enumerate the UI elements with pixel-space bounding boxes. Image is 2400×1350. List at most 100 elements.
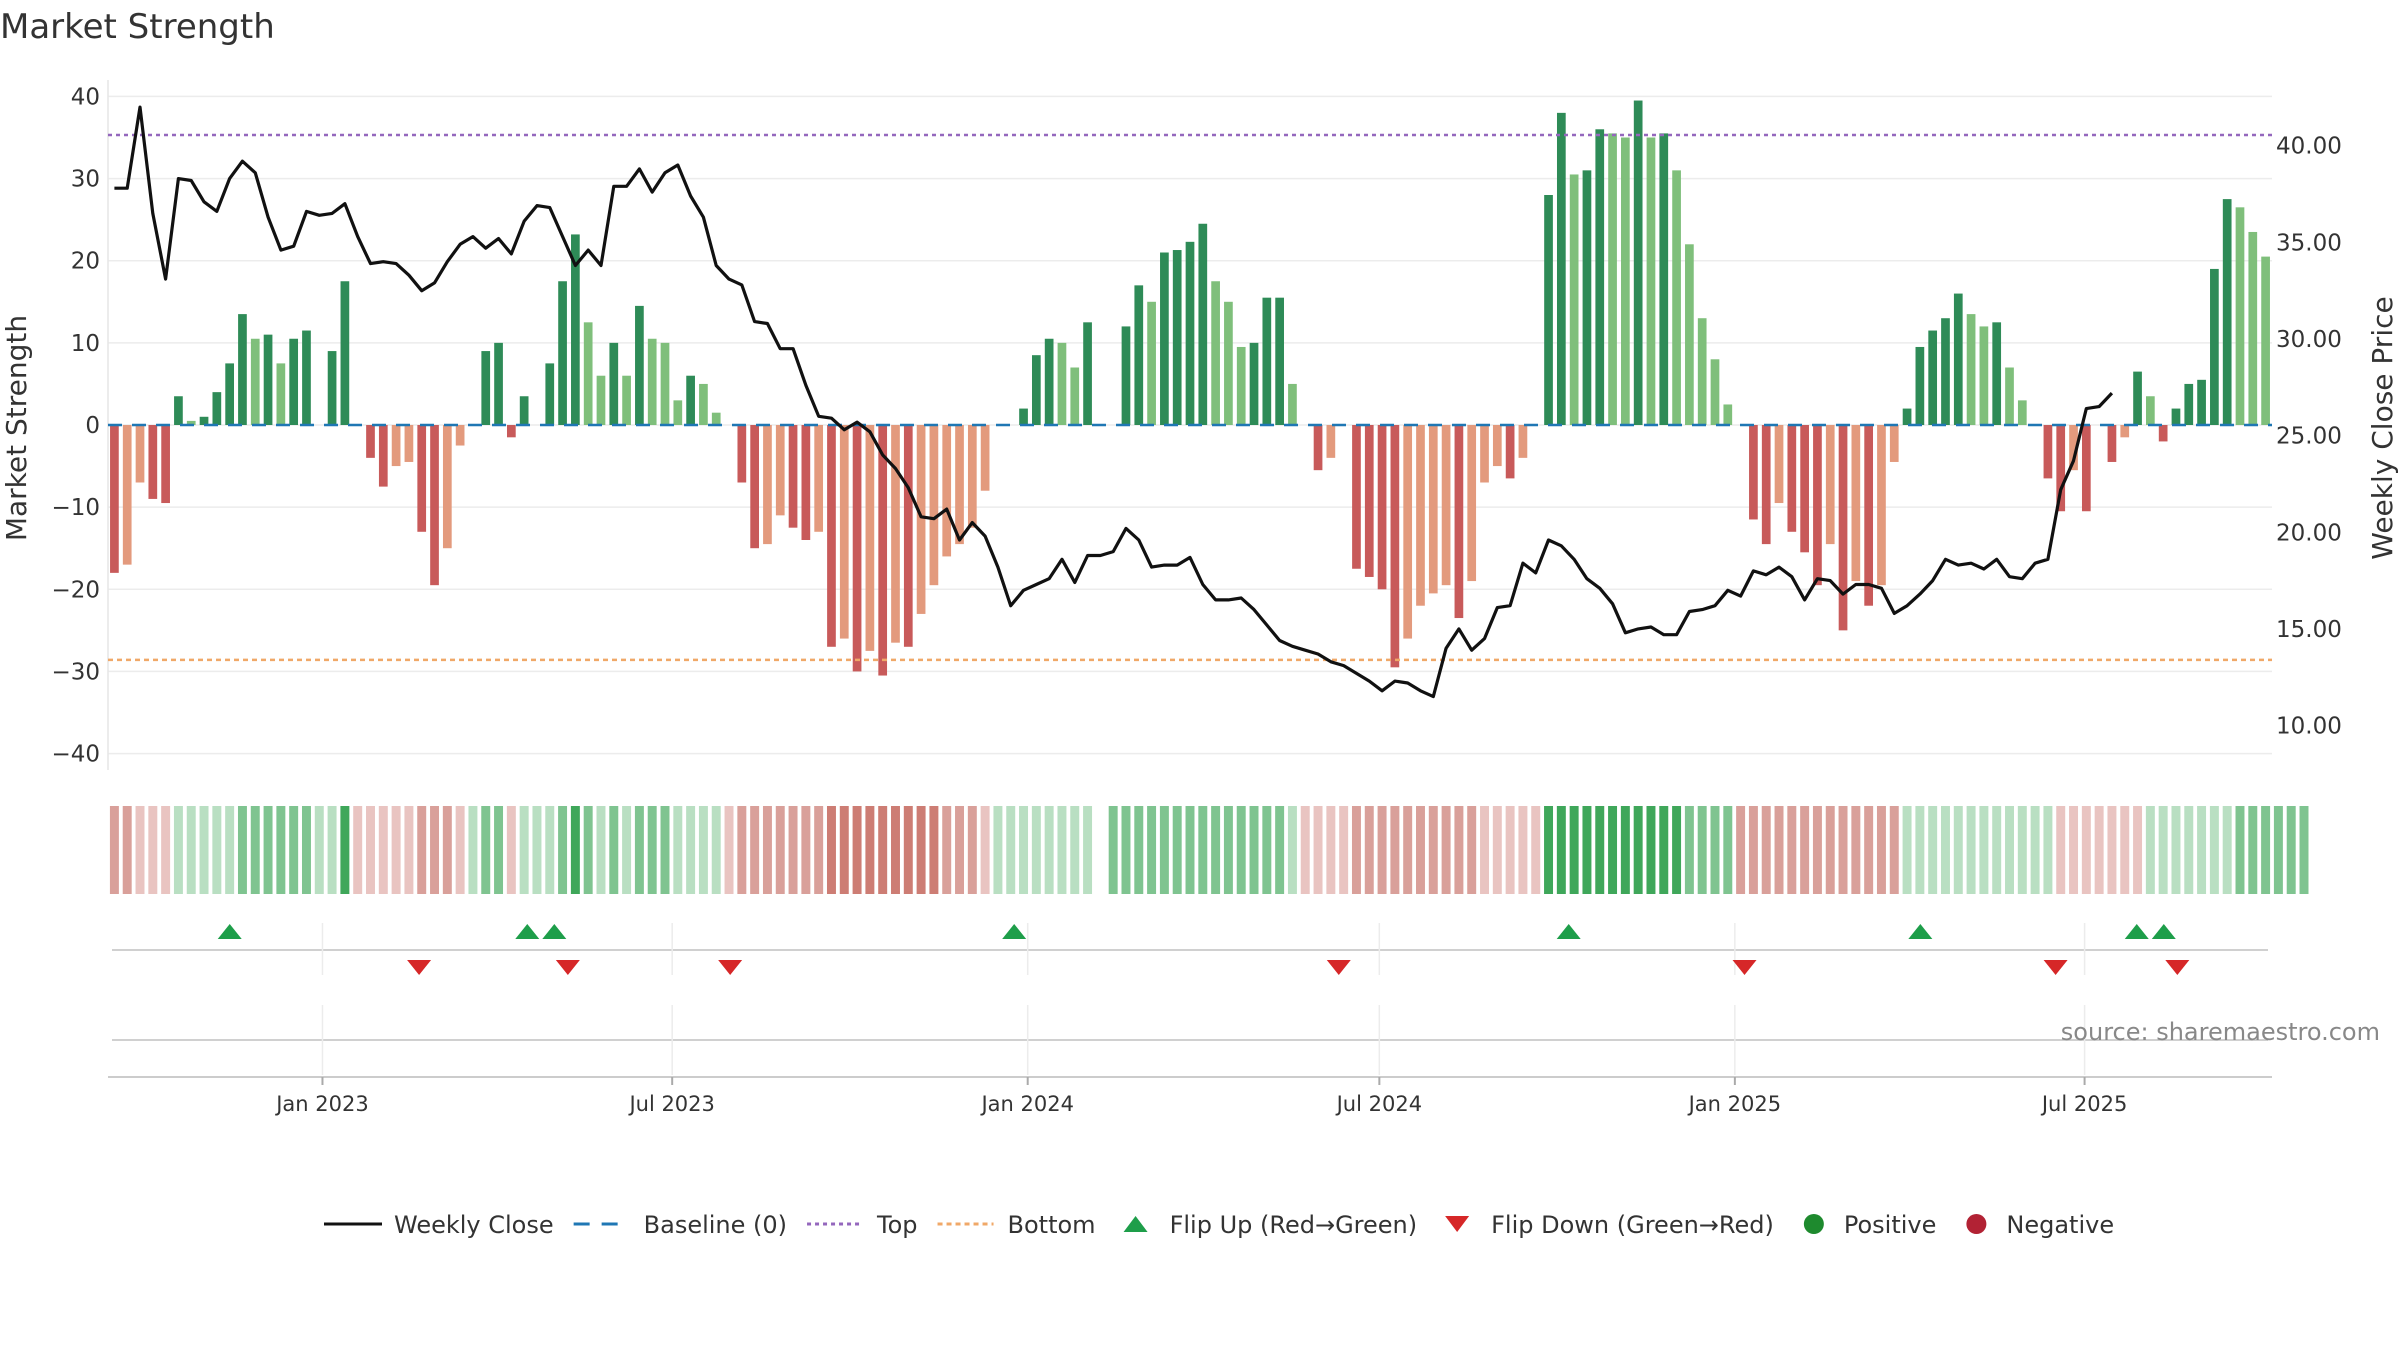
category-cell bbox=[711, 806, 721, 894]
strength-bar bbox=[1160, 252, 1169, 425]
strength-bar bbox=[1864, 425, 1874, 606]
strength-bar bbox=[827, 425, 836, 647]
category-cell bbox=[891, 806, 900, 894]
strength-bar bbox=[2107, 425, 2117, 462]
strength-bar bbox=[1121, 326, 1131, 425]
strength-bar bbox=[366, 425, 375, 458]
strength-bar bbox=[1198, 223, 1208, 425]
category-cell bbox=[135, 806, 145, 894]
category-cell bbox=[1672, 806, 1682, 894]
category-cell bbox=[2120, 806, 2130, 894]
strength-bar bbox=[596, 375, 606, 425]
y2-axis-title: Weekly Close Price bbox=[2366, 296, 2399, 559]
category-cell bbox=[378, 806, 388, 894]
strength-bar bbox=[148, 425, 158, 499]
y-tick-label: −20 bbox=[51, 577, 100, 603]
category-cell bbox=[839, 806, 849, 894]
strength-bar bbox=[1224, 301, 1233, 425]
category-cell bbox=[237, 806, 247, 894]
category-cell bbox=[1134, 806, 1144, 894]
category-cell bbox=[724, 806, 734, 894]
category-cell bbox=[750, 806, 760, 894]
category-cell bbox=[1416, 806, 1425, 894]
category-cell bbox=[1620, 806, 1630, 894]
strength-bar bbox=[1556, 112, 1566, 425]
strength-bar bbox=[1787, 425, 1797, 532]
category-cell bbox=[2299, 806, 2309, 894]
strength-bar bbox=[1697, 318, 1707, 425]
category-cell bbox=[878, 806, 888, 894]
strength-bar bbox=[2120, 425, 2130, 438]
y-tick-label: 40 bbox=[71, 84, 100, 110]
category-cell bbox=[1428, 806, 1438, 894]
category-cell bbox=[916, 806, 926, 894]
x-tick-label: Jan 2023 bbox=[274, 1092, 369, 1116]
category-cell bbox=[1019, 806, 1029, 894]
strength-bar bbox=[814, 425, 824, 532]
category-cell bbox=[1697, 806, 1707, 894]
strength-bar bbox=[583, 322, 593, 425]
category-cell bbox=[1198, 806, 1208, 894]
strength-bar bbox=[2081, 425, 2091, 512]
category-cell bbox=[1403, 806, 1413, 894]
strength-bar bbox=[1518, 425, 1528, 458]
strength-bar bbox=[1595, 129, 1605, 426]
category-cell bbox=[1313, 806, 1323, 894]
category-cell bbox=[1812, 806, 1822, 894]
x-tick-label: Jul 2025 bbox=[2040, 1092, 2127, 1116]
price-line-group bbox=[114, 105, 2114, 699]
category-cell bbox=[442, 806, 452, 894]
category-cell bbox=[173, 806, 183, 894]
flip-up-marker bbox=[2124, 924, 2149, 939]
category-cell bbox=[1889, 806, 1899, 894]
strength-bar bbox=[1364, 425, 1374, 577]
category-cell bbox=[1351, 806, 1361, 894]
y-tick-label: −40 bbox=[51, 742, 100, 768]
category-cell bbox=[506, 806, 516, 894]
category-cell bbox=[2030, 806, 2040, 894]
strength-bar bbox=[980, 425, 990, 491]
legend-label-bottom: Bottom bbox=[1008, 1211, 1096, 1239]
legend-label-negative: Negative bbox=[2006, 1211, 2114, 1239]
category-cell bbox=[826, 806, 836, 894]
legend-label-flip-down-green-red: Flip Down (Green→Red) bbox=[1491, 1211, 1774, 1239]
category-cell bbox=[686, 806, 696, 894]
strength-bar bbox=[2261, 256, 2270, 425]
x-tick-label: Jul 2024 bbox=[1335, 1092, 1422, 1116]
category-cell bbox=[455, 806, 465, 894]
category-cell bbox=[289, 806, 299, 894]
category-cell bbox=[1108, 806, 1118, 894]
category-cell bbox=[2069, 806, 2079, 894]
strength-bar bbox=[1838, 425, 1848, 631]
y2-tick-label: 10.00 bbox=[2276, 714, 2342, 740]
category-cell bbox=[955, 806, 964, 894]
category-cell bbox=[1300, 806, 1310, 894]
category-cell bbox=[2171, 806, 2181, 894]
category-cell bbox=[417, 806, 427, 894]
x-tick-label: Jan 2024 bbox=[979, 1092, 1074, 1116]
category-cell bbox=[2209, 806, 2219, 894]
category-cell bbox=[942, 806, 952, 894]
y2-tick-label: 30.00 bbox=[2276, 327, 2342, 353]
category-cell bbox=[1364, 806, 1374, 894]
strength-bar bbox=[737, 425, 747, 483]
strength-bar bbox=[1761, 425, 1771, 545]
category-cell bbox=[1595, 806, 1605, 894]
strength-bar bbox=[1672, 170, 1681, 425]
category-cell bbox=[1159, 806, 1169, 894]
strength-bar bbox=[110, 425, 119, 573]
category-cell bbox=[2107, 806, 2117, 894]
strength-bar bbox=[929, 425, 939, 586]
category-cell bbox=[1992, 806, 2002, 894]
category-cell bbox=[186, 806, 196, 894]
category-cell bbox=[2056, 806, 2066, 894]
category-cell bbox=[353, 806, 363, 894]
legend-label-baseline-0: Baseline (0) bbox=[644, 1211, 787, 1239]
category-cell bbox=[1940, 806, 1950, 894]
strength-bar bbox=[686, 375, 695, 425]
strength-bar bbox=[750, 425, 759, 549]
strength-bar bbox=[1877, 425, 1886, 586]
flip-down-marker bbox=[1326, 960, 1351, 975]
category-cell bbox=[980, 806, 990, 894]
strength-bar bbox=[660, 342, 670, 425]
